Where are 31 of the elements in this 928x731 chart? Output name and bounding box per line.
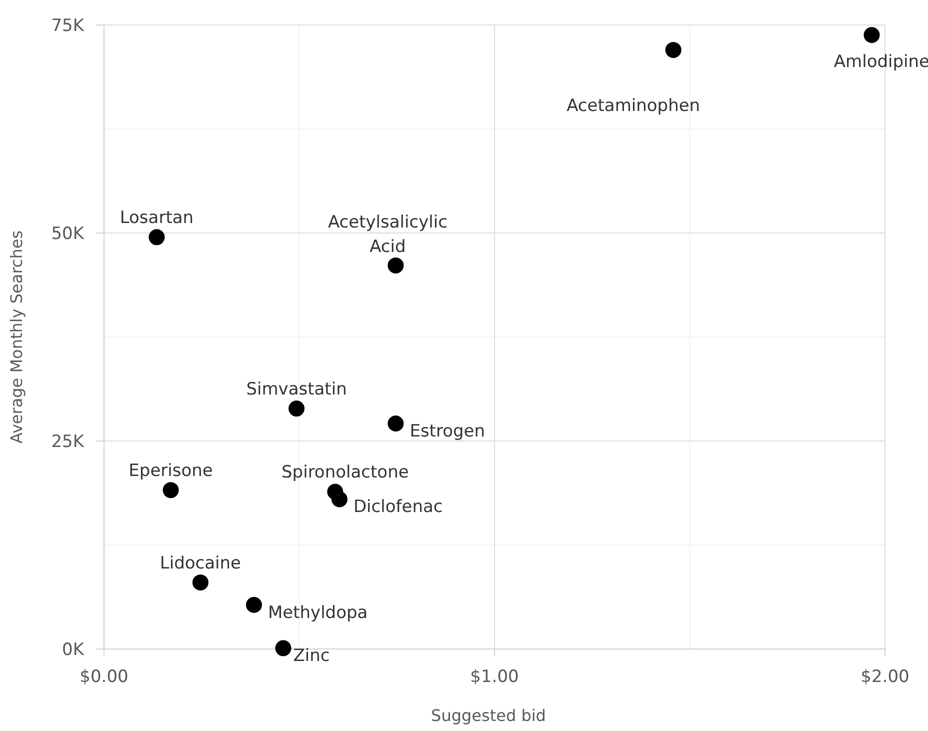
point <box>246 596 262 613</box>
point <box>331 491 348 508</box>
point <box>148 229 165 246</box>
annotation: Eperisone <box>128 461 213 482</box>
annotation: Methyldopa <box>268 602 368 623</box>
point <box>192 574 208 590</box>
point <box>388 416 404 432</box>
annotation: Diclofenac <box>353 497 443 518</box>
point <box>864 26 880 43</box>
annotation: Lidocaine <box>160 553 242 574</box>
annotation: Acetylsalicylic Acid <box>328 212 448 258</box>
x-axis-title: Suggested bid <box>431 706 546 725</box>
y-tick-label: 50K <box>51 224 85 244</box>
y-tick-label: 25K <box>51 432 85 452</box>
point <box>665 42 682 58</box>
annotation: Acetaminophen <box>566 96 700 116</box>
point <box>162 482 179 498</box>
point <box>275 640 292 656</box>
point <box>388 257 404 274</box>
x-tick-label: $1.00 <box>470 667 519 687</box>
annotation: Zinc <box>293 646 330 666</box>
annotation: Spironolactone <box>282 462 409 483</box>
annotation: Losartan <box>120 208 194 228</box>
annotation: Simvastatin <box>246 380 347 400</box>
y-tick-label: 0K <box>62 640 85 660</box>
x-tick-label: $2.00 <box>860 667 910 687</box>
annotation: Estrogen <box>410 421 486 442</box>
point <box>288 400 305 417</box>
y-tick-label: 75K <box>51 16 85 36</box>
y-axis-title: Average Monthly Searches <box>7 230 26 444</box>
x-tick-label: $0.00 <box>80 667 128 687</box>
